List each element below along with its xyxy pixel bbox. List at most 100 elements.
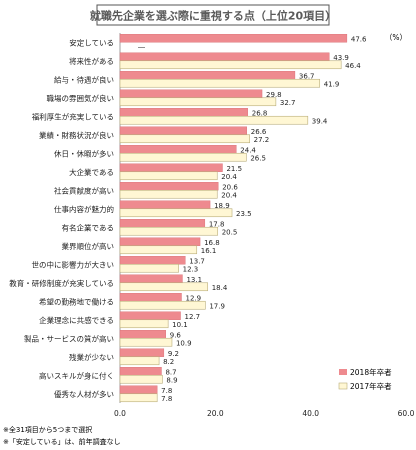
category-label: 世の中に影響力が大きい: [32, 259, 115, 269]
data-label-2018: 26.6: [251, 128, 267, 136]
x-tick-label: 40.0: [302, 409, 319, 418]
bar-2018: [119, 108, 248, 117]
data-label-2017: 17.9: [209, 302, 225, 310]
data-label-2018: 21.5: [226, 165, 242, 173]
bar-2018: [119, 200, 211, 209]
data-label-2018: 7.8: [161, 387, 172, 395]
data-label-2017: 12.3: [183, 265, 199, 273]
bar-2017: [119, 374, 163, 384]
data-label-2018: 29.8: [266, 91, 282, 99]
bar-2017: [119, 208, 233, 218]
unit-label: （%）: [385, 33, 407, 42]
chart-title: 就職先企業を選ぶ際に重視する点（上位20項目）: [90, 9, 336, 23]
data-label-2018: 18.9: [214, 202, 230, 210]
bar-2017: [119, 393, 158, 403]
category-label: 残業が少ない: [69, 352, 114, 362]
category-label: 企業理念に共感できる: [39, 315, 114, 325]
category-label: 優秀な人材が多い: [54, 389, 114, 399]
data-label-2018: 9.2: [168, 350, 179, 358]
data-label-2018: 9.6: [170, 331, 182, 339]
footnote-2: ※「安定している」は、前年調査なし: [3, 437, 121, 446]
bar-2017: [119, 115, 309, 125]
data-label-2018: 12.9: [185, 294, 201, 302]
data-label-2017: 7.8: [161, 395, 172, 403]
bar-2017: [119, 78, 321, 88]
x-tick-label: 20.0: [207, 409, 224, 418]
category-label: 有名企業である: [62, 222, 114, 232]
bar-2018: [119, 367, 162, 376]
bar-2018: [119, 385, 158, 394]
bar-2018: [119, 182, 219, 191]
bar-2018: [119, 52, 330, 61]
bar-2018: [119, 145, 237, 154]
bar-2017: [119, 60, 342, 70]
category-label: 休日・休暇が多い: [54, 148, 114, 158]
category-label: 製品・サービスの質が高い: [24, 333, 114, 343]
data-label-2018: 47.6: [351, 35, 367, 43]
x-tick-label: 60.0: [398, 409, 415, 418]
data-label-2017: 27.2: [254, 136, 270, 144]
bar-2017: [119, 319, 169, 329]
category-label: 教育・研修制度が充実している: [9, 278, 114, 288]
data-label-2018: 16.8: [204, 239, 220, 247]
bar-2018: [119, 71, 296, 80]
data-label-2017: 20.4: [221, 173, 237, 181]
data-label-2017: 8.2: [163, 358, 174, 366]
data-label-2018: 26.8: [252, 109, 268, 117]
legend-label-2018: 2018年卒者: [350, 367, 392, 377]
data-label-2018: 17.8: [209, 220, 225, 228]
bar-2017: [119, 282, 209, 292]
category-label: 高いスキルが身に付く: [39, 370, 114, 380]
data-label-2017: 41.9: [324, 80, 340, 88]
bar-2017: [119, 97, 277, 107]
bar-2017: [119, 300, 206, 310]
bar-2017: [119, 171, 218, 181]
data-label-2017: 39.4: [312, 117, 328, 125]
legend-swatch-2018: [339, 369, 347, 375]
category-label: 希望の勤務地で働ける: [39, 296, 114, 306]
bar-2018: [119, 126, 247, 135]
bar-2017: [119, 356, 160, 366]
data-label-2017: 46.4: [345, 62, 361, 70]
bar-2018: [119, 237, 201, 246]
plot-area: 0.0 20.0 40.0 60.0 安定している 47.6 ― 将来性がある 43.946.4…: [9, 33, 415, 418]
data-label-2018: 43.9: [333, 54, 349, 62]
data-label-2018: 20.6: [222, 183, 238, 191]
data-label-2018: 36.7: [299, 72, 315, 80]
data-label-2017: 20.4: [221, 191, 237, 199]
bar-2018: [119, 256, 186, 265]
data-label-2017: 8.9: [166, 376, 177, 384]
bar-2018: [119, 89, 263, 98]
x-tick-label: 0.0: [114, 409, 126, 418]
data-label-2017: 32.7: [280, 99, 296, 107]
data-label-2017: 26.5: [250, 154, 266, 162]
category-label: 将来性がある: [69, 56, 114, 66]
data-label-2017: 16.1: [201, 247, 217, 255]
bar-2018: [119, 34, 348, 43]
bar-2018: [119, 348, 165, 357]
bar-2017: [119, 134, 250, 144]
category-label: 大企業である: [69, 167, 114, 177]
legend-swatch-2017: [338, 382, 348, 390]
category-label: 社会貢献度が高い: [54, 185, 114, 195]
data-label-2018: 24.4: [240, 146, 256, 154]
data-label-2018: 8.7: [165, 368, 176, 376]
category-label: 福利厚生が充実している: [32, 111, 114, 121]
data-label-2018: 13.7: [189, 257, 205, 265]
category-label: 給与・待遇が良い: [54, 74, 114, 84]
bar-2017: [119, 263, 179, 273]
bar-2018: [119, 274, 183, 283]
bar-2018: [119, 293, 182, 302]
data-label-2017: 10.9: [176, 339, 192, 347]
bar-2018: [119, 311, 181, 320]
bar-2018: [119, 219, 206, 228]
footnote-1: ※全31項目から5つまで選択: [3, 425, 92, 434]
data-label-2018: 13.1: [186, 276, 202, 284]
data-label-2017: 23.5: [236, 210, 252, 218]
bar-2017: [119, 226, 219, 236]
legend-label-2017: 2017年卒者: [350, 381, 392, 391]
category-label: 職場の雰囲気が良い: [47, 93, 115, 103]
bar-2017: [119, 189, 218, 199]
category-label: 安定している: [69, 37, 114, 47]
